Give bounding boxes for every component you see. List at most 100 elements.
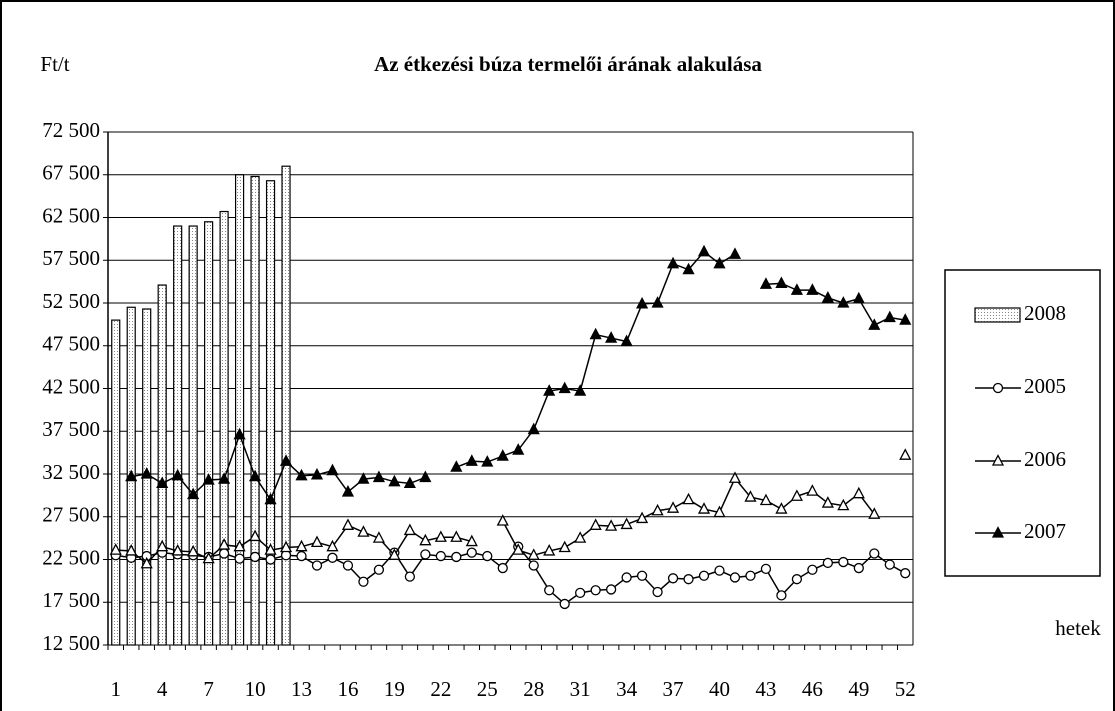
data-point	[512, 543, 525, 555]
data-point	[605, 584, 617, 595]
data-point	[574, 531, 587, 543]
data-point	[450, 530, 463, 542]
data-point	[821, 290, 834, 303]
data-point	[481, 455, 494, 467]
data-point	[791, 574, 803, 585]
data-point	[373, 564, 385, 575]
data-point	[698, 570, 710, 581]
data-point	[759, 493, 773, 506]
data-point	[621, 572, 632, 583]
data-point	[775, 502, 788, 514]
data-point	[326, 463, 339, 476]
chart-title: Az étkezési búza termelői árának alakulá…	[374, 52, 762, 76]
data-point	[233, 539, 246, 552]
legend-label: 2006	[1024, 447, 1066, 471]
data-point	[218, 472, 231, 484]
data-point	[218, 538, 231, 550]
y-tick-label: 22 500	[42, 545, 100, 569]
data-point	[760, 563, 772, 575]
data-point	[745, 570, 756, 581]
x-tick-label: 52	[895, 677, 916, 701]
data-point	[342, 560, 354, 571]
data-point	[899, 313, 912, 325]
x-tick-label: 10	[245, 677, 266, 701]
data-point	[527, 422, 540, 435]
data-point	[713, 256, 726, 269]
data-point	[403, 523, 416, 536]
y-tick-label: 32 500	[42, 460, 100, 484]
data-point	[729, 572, 741, 583]
x-tick-label: 34	[616, 677, 638, 701]
data-point	[667, 573, 679, 584]
data-point	[806, 484, 819, 496]
data-point	[187, 487, 200, 500]
data-point	[265, 554, 276, 565]
data-point	[125, 469, 138, 482]
data-point	[341, 485, 355, 497]
x-tick-label: 1	[110, 677, 121, 701]
data-point	[807, 564, 818, 575]
data-point	[435, 550, 446, 562]
data-point	[558, 540, 571, 553]
data-point	[357, 472, 370, 484]
data-point	[728, 247, 742, 259]
x-tick-label: 25	[477, 677, 498, 701]
data-point	[171, 468, 184, 481]
data-point	[450, 460, 463, 472]
data-point	[822, 557, 834, 569]
data-point	[125, 544, 138, 556]
data-point	[636, 570, 648, 581]
y-tick-label: 72 500	[42, 118, 100, 142]
data-point	[171, 544, 184, 556]
bar	[188, 225, 198, 646]
data-point	[869, 548, 880, 559]
y-tick-label: 52 500	[42, 289, 100, 313]
data-point	[714, 565, 725, 576]
data-point	[233, 427, 246, 440]
series-line	[131, 250, 906, 502]
data-point	[666, 256, 680, 269]
legend-label: 2007	[1024, 519, 1066, 543]
data-point	[666, 501, 680, 513]
data-point	[420, 549, 431, 560]
data-point	[357, 525, 370, 537]
data-point	[311, 560, 323, 571]
data-point	[652, 586, 663, 598]
data-point	[853, 562, 864, 574]
data-point	[620, 517, 633, 530]
y-tick-label: 67 500	[42, 161, 100, 185]
data-point	[264, 543, 277, 555]
bar	[111, 319, 121, 646]
data-point	[326, 539, 339, 552]
data-point	[218, 548, 230, 559]
data-point	[884, 559, 895, 570]
data-point	[837, 296, 850, 308]
y-tick-label: 47 500	[42, 332, 100, 356]
data-point	[636, 296, 649, 309]
x-tick-label: 7	[203, 677, 214, 701]
x-tick-label: 46	[802, 677, 823, 701]
data-point	[465, 534, 478, 547]
y-tick-label: 17 500	[42, 588, 100, 612]
data-point	[234, 553, 245, 564]
data-point	[404, 571, 416, 582]
data-point	[589, 327, 602, 340]
y-tick-label: 27 500	[42, 503, 100, 527]
x-tick-label: 4	[157, 677, 168, 701]
data-point	[310, 467, 324, 480]
data-point	[528, 560, 539, 571]
data-point	[697, 244, 711, 257]
data-point	[806, 283, 819, 295]
bar	[281, 165, 291, 646]
data-point	[605, 519, 618, 531]
data-point	[868, 507, 881, 519]
data-point	[852, 291, 865, 304]
x-tick-label: 16	[337, 677, 358, 701]
data-point	[327, 552, 338, 563]
x-tick-label: 22	[430, 677, 451, 701]
data-point	[883, 310, 896, 323]
data-point	[279, 540, 293, 553]
bar	[173, 225, 183, 646]
